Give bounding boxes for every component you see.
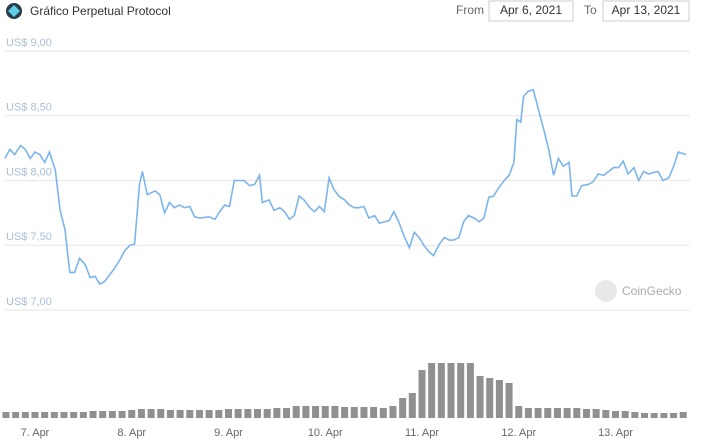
volume-bar bbox=[466, 363, 474, 418]
volume-bar bbox=[2, 412, 10, 418]
volume-bar bbox=[631, 412, 639, 418]
volume-bar bbox=[263, 409, 271, 418]
volume-bar bbox=[534, 408, 542, 418]
volume-bar bbox=[254, 409, 262, 418]
volume-bar bbox=[612, 411, 620, 418]
volume-bar bbox=[408, 393, 416, 418]
volume-bar bbox=[389, 406, 397, 418]
y-tick-label: US$ 7,00 bbox=[6, 296, 52, 308]
volume-bar bbox=[215, 410, 223, 418]
volume-bar bbox=[428, 363, 436, 418]
watermark: CoinGecko bbox=[622, 284, 682, 298]
volume-bar bbox=[621, 411, 629, 418]
from-date[interactable]: Apr 6, 2021 bbox=[500, 3, 562, 17]
volume-bar bbox=[50, 412, 58, 418]
volume-bar bbox=[457, 363, 465, 418]
volume-bar bbox=[244, 409, 252, 418]
volume-bar bbox=[476, 376, 484, 418]
volume-bar bbox=[418, 370, 426, 418]
volume-bar bbox=[283, 408, 291, 418]
watermark-icon bbox=[595, 280, 617, 302]
x-tick-label: 7. Apr bbox=[21, 427, 50, 439]
volume-bar bbox=[176, 410, 184, 418]
volume-bar bbox=[641, 413, 649, 418]
volume-bar bbox=[41, 412, 49, 418]
volume-bar bbox=[495, 380, 503, 418]
volume-bar bbox=[312, 406, 320, 418]
volume-bar bbox=[99, 411, 107, 418]
volume-bar bbox=[679, 412, 687, 418]
volume-bar bbox=[573, 408, 581, 418]
volume-bar bbox=[147, 409, 155, 418]
volume-bar bbox=[70, 412, 78, 418]
logo-mark bbox=[8, 5, 20, 17]
volume-bar bbox=[447, 363, 455, 418]
volume-bar bbox=[60, 412, 68, 418]
volume-bar bbox=[12, 412, 20, 418]
volume-bar bbox=[544, 408, 552, 418]
volume-bar bbox=[370, 407, 378, 418]
volume-bar bbox=[273, 408, 281, 418]
to-date[interactable]: Apr 13, 2021 bbox=[612, 3, 681, 17]
y-tick-label: US$ 7,50 bbox=[6, 231, 52, 243]
x-tick-label: 9. Apr bbox=[214, 427, 243, 439]
volume-bar bbox=[186, 410, 194, 418]
volume-bar bbox=[505, 383, 513, 418]
volume-bar bbox=[582, 409, 590, 418]
volume-bar bbox=[515, 406, 523, 418]
volume-bar bbox=[379, 408, 387, 418]
volume-bar bbox=[321, 406, 329, 418]
volume-bar bbox=[331, 406, 339, 418]
volume-bar bbox=[670, 413, 678, 418]
x-tick-label: 11. Apr bbox=[405, 427, 439, 439]
y-tick-label: US$ 8,00 bbox=[6, 166, 52, 178]
volume-bar bbox=[660, 413, 668, 418]
volume-bar bbox=[292, 406, 300, 418]
volume-bar bbox=[137, 409, 145, 418]
volume-bar bbox=[166, 410, 174, 418]
price-line bbox=[4, 88, 687, 286]
volume-bar bbox=[195, 410, 203, 418]
from-label: From bbox=[456, 3, 484, 17]
volume-bar bbox=[360, 407, 368, 418]
to-input[interactable] bbox=[602, 0, 690, 22]
volume-bar bbox=[399, 398, 407, 418]
volume-bar bbox=[224, 409, 232, 418]
volume-bar bbox=[486, 378, 494, 418]
volume-bar bbox=[592, 409, 600, 418]
volume-bar bbox=[157, 409, 165, 418]
volume-bar bbox=[205, 410, 213, 418]
volume-bar bbox=[79, 412, 87, 418]
volume-bar bbox=[563, 408, 571, 418]
volume-bar bbox=[89, 411, 97, 418]
volume-bar bbox=[524, 408, 532, 418]
volume-bar bbox=[128, 410, 136, 418]
x-tick-label: 8. Apr bbox=[117, 427, 146, 439]
volume-bar bbox=[553, 408, 561, 418]
chart-title: Gráfico Perpetual Protocol bbox=[30, 4, 171, 18]
volume-bar bbox=[650, 413, 658, 418]
x-tick-label: 12. Apr bbox=[501, 427, 536, 439]
to-label: To bbox=[584, 3, 597, 17]
volume-bar bbox=[21, 412, 29, 418]
volume-bar bbox=[602, 410, 610, 418]
x-tick-label: 13. Apr bbox=[598, 427, 633, 439]
volume-bar bbox=[108, 411, 116, 418]
y-tick-label: US$ 9,00 bbox=[6, 37, 52, 49]
volume-bar bbox=[437, 363, 445, 418]
volume-bar bbox=[341, 407, 349, 418]
y-tick-label: US$ 8,50 bbox=[6, 102, 52, 114]
volume-bar bbox=[31, 412, 39, 418]
from-input[interactable] bbox=[488, 0, 574, 22]
x-tick-label: 10. Apr bbox=[308, 427, 343, 439]
volume-bar bbox=[350, 407, 358, 418]
volume-bar bbox=[302, 406, 310, 418]
volume-bar bbox=[118, 411, 126, 418]
volume-bar bbox=[234, 409, 242, 418]
